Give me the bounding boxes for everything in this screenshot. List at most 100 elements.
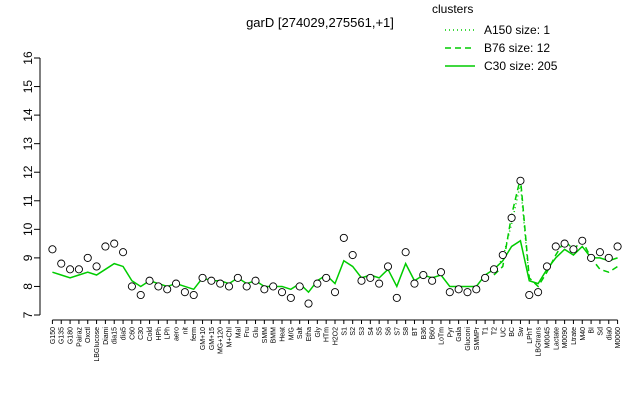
x-tick-label: Oxctl — [85, 327, 92, 343]
x-tick-label: Gala — [456, 327, 463, 342]
data-point — [304, 299, 313, 308]
x-tick-label: Cold — [147, 327, 154, 342]
data-point — [534, 288, 543, 297]
x-tick-label: HTm — [324, 327, 331, 342]
data-point — [463, 288, 472, 297]
data-point — [216, 279, 225, 288]
data-point — [260, 285, 269, 294]
x-tick-label: H2O2 — [333, 327, 340, 345]
y-tick-label: 13 — [21, 137, 35, 151]
data-point — [198, 273, 207, 282]
legend-label: A150 size: 1 — [484, 23, 550, 37]
y-tick-label: 14 — [21, 108, 35, 122]
x-tick-label: LBGIucose — [94, 327, 101, 362]
data-point — [233, 273, 242, 282]
y-tick-label: 9 — [21, 254, 35, 261]
x-tick-label: Glu — [253, 327, 260, 338]
x-tick-label: S8 — [403, 327, 410, 336]
data-point — [330, 288, 340, 297]
legend-label: B76 size: 12 — [484, 41, 550, 55]
cluster-line — [52, 239, 618, 294]
data-point — [401, 248, 410, 257]
x-tick-label: M0090 — [562, 327, 569, 349]
data-point — [48, 245, 57, 254]
x-tick-label: UC — [500, 327, 507, 337]
x-tick-label: S4 — [368, 327, 375, 336]
x-tick-label: M+Chl — [227, 327, 234, 348]
x-tick-label: BI — [589, 327, 596, 334]
data-point — [224, 282, 234, 291]
data-point — [66, 265, 75, 274]
data-point — [348, 250, 357, 260]
x-tick-label: Fru — [244, 327, 251, 338]
x-tick-label: G150 — [50, 327, 57, 344]
x-tick-label: ferm — [191, 327, 198, 341]
x-tick-label: dia0 — [606, 327, 613, 340]
data-point — [171, 279, 181, 288]
x-tick-label: B36 — [421, 327, 428, 340]
data-point — [525, 290, 534, 300]
cluster-line — [493, 183, 531, 281]
data-point — [507, 213, 516, 222]
data-point — [375, 279, 384, 288]
data-point — [551, 242, 560, 251]
x-tick-label: G180 — [68, 327, 75, 344]
legend-label: C30 size: 205 — [484, 59, 558, 73]
x-tick-label: Sw — [518, 326, 525, 337]
x-tick-label: T1 — [483, 327, 490, 335]
x-tick-label: Pairaz — [76, 327, 83, 347]
x-tick-label: BMM — [271, 327, 278, 344]
data-point — [57, 259, 66, 268]
data-point — [74, 265, 83, 274]
data-point — [489, 265, 499, 274]
y-tick-label: 8 — [21, 283, 35, 290]
data-point — [383, 262, 393, 271]
cluster-line — [493, 177, 618, 288]
x-tick-label: S7 — [394, 327, 401, 336]
x-tick-label: G135 — [59, 327, 66, 344]
data-point — [542, 262, 551, 271]
x-tick-label: MG+120 — [218, 327, 225, 354]
x-tick-label: T2 — [491, 327, 498, 335]
data-point — [498, 250, 507, 260]
x-tick-label: nit — [182, 327, 189, 334]
y-tick-label: 16 — [21, 51, 35, 65]
data-point — [595, 248, 604, 257]
x-tick-label: B60 — [430, 327, 437, 340]
x-tick-label: GM+15 — [209, 327, 216, 350]
data-point — [110, 239, 119, 248]
data-point — [127, 282, 136, 291]
data-point — [445, 288, 454, 297]
x-tick-label: BC — [509, 327, 516, 337]
data-point — [136, 290, 145, 300]
data-point — [119, 248, 128, 257]
y-tick-label: 12 — [21, 165, 35, 179]
data-point — [392, 293, 401, 302]
data-point — [339, 233, 348, 242]
x-tick-label: M0060 — [615, 327, 622, 349]
data-point — [366, 273, 375, 282]
data-point — [569, 245, 578, 254]
data-point — [295, 282, 304, 291]
data-point — [613, 242, 622, 251]
data-point — [560, 239, 569, 248]
data-point — [436, 268, 446, 277]
x-tick-label: LBGtrans — [536, 327, 543, 357]
data-point — [92, 262, 101, 271]
data-point — [189, 290, 198, 300]
x-tick-label: SMMPr — [474, 326, 481, 350]
x-tick-label: LPh — [165, 327, 172, 340]
x-tick-label: Heat — [280, 327, 287, 342]
x-tick-label: Salt — [297, 327, 304, 339]
data-point — [207, 276, 216, 285]
data-point — [604, 253, 613, 262]
x-tick-label: C30 — [138, 327, 145, 340]
data-point — [145, 276, 154, 285]
x-tick-label: S2 — [350, 327, 357, 336]
chart-title: garD [274029,275561,+1] — [246, 15, 394, 30]
data-point — [269, 282, 278, 291]
data-point — [454, 285, 463, 294]
x-tick-label: S1 — [341, 327, 348, 336]
y-tick-label: 11 — [21, 194, 35, 207]
x-tick-label: S3 — [359, 327, 366, 336]
